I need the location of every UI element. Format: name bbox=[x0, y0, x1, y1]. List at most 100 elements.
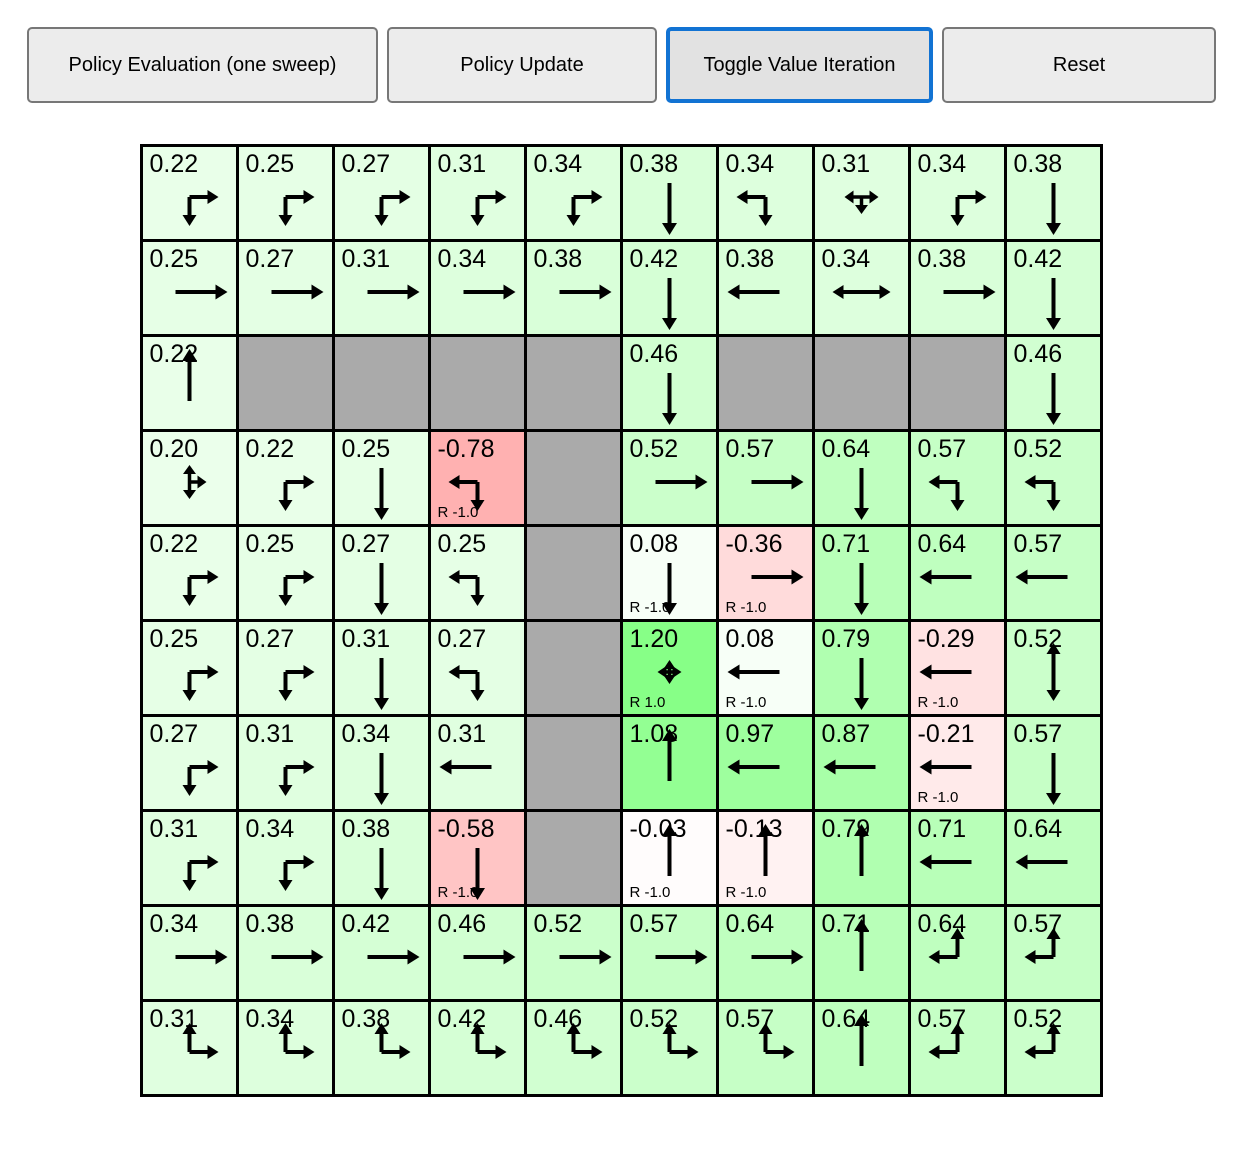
grid-cell-r8-c6[interactable]: 0.64 bbox=[718, 907, 812, 999]
toggle-value-iteration-button[interactable]: Toggle Value Iteration bbox=[666, 27, 933, 103]
grid-cell-r6-c2[interactable]: 0.34 bbox=[334, 717, 428, 809]
grid-cell-r4-c6[interactable]: -0.36 R -1.0 bbox=[718, 527, 812, 619]
grid-cell-r7-c8[interactable]: 0.71 bbox=[910, 812, 1004, 904]
grid-cell-r7-c1[interactable]: 0.34 bbox=[238, 812, 332, 904]
grid-cell-r5-c0[interactable]: 0.25 bbox=[142, 622, 236, 714]
reset-button[interactable]: Reset bbox=[942, 27, 1216, 103]
grid-cell-r8-c1[interactable]: 0.38 bbox=[238, 907, 332, 999]
grid-cell-r4-c7[interactable]: 0.71 bbox=[814, 527, 908, 619]
grid-cell-r9-c5[interactable]: 0.52 bbox=[622, 1002, 716, 1094]
grid-cell-r8-c2[interactable]: 0.42 bbox=[334, 907, 428, 999]
grid-cell-r0-c4[interactable]: 0.34 bbox=[526, 147, 620, 239]
grid-cell-r8-c7[interactable]: 0.71 bbox=[814, 907, 908, 999]
wall-cell-r2-c8[interactable] bbox=[910, 337, 1004, 429]
grid-cell-r9-c0[interactable]: 0.31 bbox=[142, 1002, 236, 1094]
grid-cell-r3-c8[interactable]: 0.57 bbox=[910, 432, 1004, 524]
grid-cell-r8-c8[interactable]: 0.64 bbox=[910, 907, 1004, 999]
grid-cell-r1-c3[interactable]: 0.34 bbox=[430, 242, 524, 334]
wall-cell-r2-c4[interactable] bbox=[526, 337, 620, 429]
grid-cell-r6-c0[interactable]: 0.27 bbox=[142, 717, 236, 809]
grid-cell-r7-c9[interactable]: 0.64 bbox=[1006, 812, 1100, 904]
grid-cell-r3-c1[interactable]: 0.22 bbox=[238, 432, 332, 524]
grid-cell-r6-c8[interactable]: -0.21 R -1.0 bbox=[910, 717, 1004, 809]
grid-cell-r4-c3[interactable]: 0.25 bbox=[430, 527, 524, 619]
grid-cell-r1-c1[interactable]: 0.27 bbox=[238, 242, 332, 334]
grid-cell-r9-c2[interactable]: 0.38 bbox=[334, 1002, 428, 1094]
grid-cell-r3-c5[interactable]: 0.52 bbox=[622, 432, 716, 524]
grid-cell-r7-c2[interactable]: 0.38 bbox=[334, 812, 428, 904]
grid-cell-r0-c1[interactable]: 0.25 bbox=[238, 147, 332, 239]
wall-cell-r4-c4[interactable] bbox=[526, 527, 620, 619]
grid-cell-r5-c5[interactable]: 1.20 R 1.0 bbox=[622, 622, 716, 714]
grid-cell-r4-c2[interactable]: 0.27 bbox=[334, 527, 428, 619]
grid-cell-r1-c0[interactable]: 0.25 bbox=[142, 242, 236, 334]
grid-cell-r9-c1[interactable]: 0.34 bbox=[238, 1002, 332, 1094]
grid-cell-r3-c9[interactable]: 0.52 bbox=[1006, 432, 1100, 524]
wall-cell-r7-c4[interactable] bbox=[526, 812, 620, 904]
grid-cell-r7-c7[interactable]: 0.79 bbox=[814, 812, 908, 904]
wall-cell-r2-c7[interactable] bbox=[814, 337, 908, 429]
grid-cell-r0-c5[interactable]: 0.38 bbox=[622, 147, 716, 239]
grid-cell-r9-c6[interactable]: 0.57 bbox=[718, 1002, 812, 1094]
grid-cell-r2-c5[interactable]: 0.46 bbox=[622, 337, 716, 429]
grid-cell-r8-c5[interactable]: 0.57 bbox=[622, 907, 716, 999]
grid-cell-r6-c7[interactable]: 0.87 bbox=[814, 717, 908, 809]
grid-cell-r7-c6[interactable]: -0.13 R -1.0 bbox=[718, 812, 812, 904]
wall-cell-r6-c4[interactable] bbox=[526, 717, 620, 809]
wall-cell-r2-c6[interactable] bbox=[718, 337, 812, 429]
grid-cell-r0-c0[interactable]: 0.22 bbox=[142, 147, 236, 239]
grid-cell-r3-c2[interactable]: 0.25 bbox=[334, 432, 428, 524]
grid-cell-r1-c2[interactable]: 0.31 bbox=[334, 242, 428, 334]
wall-cell-r2-c2[interactable] bbox=[334, 337, 428, 429]
wall-cell-r2-c1[interactable] bbox=[238, 337, 332, 429]
grid-cell-r2-c0[interactable]: 0.22 bbox=[142, 337, 236, 429]
grid-cell-r3-c0[interactable]: 0.20 bbox=[142, 432, 236, 524]
grid-cell-r5-c3[interactable]: 0.27 bbox=[430, 622, 524, 714]
grid-cell-r5-c1[interactable]: 0.27 bbox=[238, 622, 332, 714]
grid-cell-r9-c7[interactable]: 0.64 bbox=[814, 1002, 908, 1094]
wall-cell-r3-c4[interactable] bbox=[526, 432, 620, 524]
grid-cell-r8-c9[interactable]: 0.57 bbox=[1006, 907, 1100, 999]
grid-cell-r6-c5[interactable]: 1.08 bbox=[622, 717, 716, 809]
grid-cell-r5-c9[interactable]: 0.52 bbox=[1006, 622, 1100, 714]
grid-cell-r7-c5[interactable]: -0.03 R -1.0 bbox=[622, 812, 716, 904]
grid-cell-r0-c9[interactable]: 0.38 bbox=[1006, 147, 1100, 239]
grid-cell-r1-c8[interactable]: 0.38 bbox=[910, 242, 1004, 334]
grid-cell-r0-c8[interactable]: 0.34 bbox=[910, 147, 1004, 239]
grid-cell-r3-c7[interactable]: 0.64 bbox=[814, 432, 908, 524]
grid-cell-r6-c6[interactable]: 0.97 bbox=[718, 717, 812, 809]
wall-cell-r2-c3[interactable] bbox=[430, 337, 524, 429]
grid-cell-r4-c5[interactable]: 0.08 R -1.0 bbox=[622, 527, 716, 619]
grid-cell-r9-c4[interactable]: 0.46 bbox=[526, 1002, 620, 1094]
grid-cell-r8-c3[interactable]: 0.46 bbox=[430, 907, 524, 999]
grid-cell-r1-c6[interactable]: 0.38 bbox=[718, 242, 812, 334]
grid-cell-r6-c3[interactable]: 0.31 bbox=[430, 717, 524, 809]
grid-cell-r9-c8[interactable]: 0.57 bbox=[910, 1002, 1004, 1094]
policy-evaluation-button[interactable]: Policy Evaluation (one sweep) bbox=[27, 27, 378, 103]
grid-cell-r5-c8[interactable]: -0.29 R -1.0 bbox=[910, 622, 1004, 714]
grid-cell-r1-c4[interactable]: 0.38 bbox=[526, 242, 620, 334]
grid-cell-r7-c0[interactable]: 0.31 bbox=[142, 812, 236, 904]
grid-cell-r0-c7[interactable]: 0.31 bbox=[814, 147, 908, 239]
grid-cell-r5-c6[interactable]: 0.08 R -1.0 bbox=[718, 622, 812, 714]
grid-cell-r8-c4[interactable]: 0.52 bbox=[526, 907, 620, 999]
grid-cell-r1-c7[interactable]: 0.34 bbox=[814, 242, 908, 334]
grid-cell-r8-c0[interactable]: 0.34 bbox=[142, 907, 236, 999]
grid-cell-r1-c9[interactable]: 0.42 bbox=[1006, 242, 1100, 334]
grid-cell-r4-c9[interactable]: 0.57 bbox=[1006, 527, 1100, 619]
grid-cell-r6-c1[interactable]: 0.31 bbox=[238, 717, 332, 809]
grid-cell-r0-c3[interactable]: 0.31 bbox=[430, 147, 524, 239]
grid-cell-r3-c3[interactable]: -0.78 R -1.0 bbox=[430, 432, 524, 524]
grid-cell-r5-c2[interactable]: 0.31 bbox=[334, 622, 428, 714]
policy-update-button[interactable]: Policy Update bbox=[387, 27, 657, 103]
grid-cell-r6-c9[interactable]: 0.57 bbox=[1006, 717, 1100, 809]
grid-cell-r0-c2[interactable]: 0.27 bbox=[334, 147, 428, 239]
grid-cell-r4-c0[interactable]: 0.22 bbox=[142, 527, 236, 619]
grid-cell-r3-c6[interactable]: 0.57 bbox=[718, 432, 812, 524]
wall-cell-r5-c4[interactable] bbox=[526, 622, 620, 714]
grid-cell-r2-c9[interactable]: 0.46 bbox=[1006, 337, 1100, 429]
grid-cell-r0-c6[interactable]: 0.34 bbox=[718, 147, 812, 239]
grid-cell-r7-c3[interactable]: -0.58 R -1.0 bbox=[430, 812, 524, 904]
grid-cell-r9-c3[interactable]: 0.42 bbox=[430, 1002, 524, 1094]
grid-cell-r1-c5[interactable]: 0.42 bbox=[622, 242, 716, 334]
